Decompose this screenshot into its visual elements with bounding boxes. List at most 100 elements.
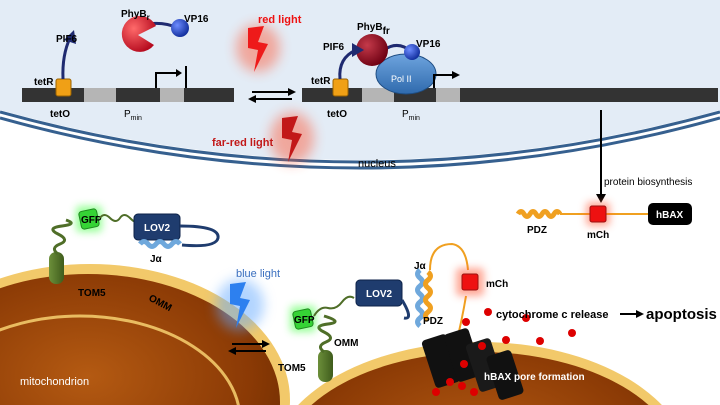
equilibrium-arrowhead-forward <box>288 88 296 96</box>
cytochrome-c-dot <box>478 342 486 350</box>
cytochrome-c-dot <box>568 329 576 337</box>
pmin-label-right: Pmin <box>402 109 420 122</box>
tetr-box-left <box>55 78 72 97</box>
tom5-linker-left <box>51 218 73 256</box>
mitochondrion-left: mitochondrion OMM <box>0 264 290 405</box>
apoptosis-label: apoptosis <box>646 306 717 323</box>
nucleus-region: nucleus <box>0 0 720 170</box>
tom5-icon-left <box>49 252 64 284</box>
promoter-arrow-right <box>433 74 454 88</box>
gfp-label-left: GFP <box>81 215 102 226</box>
gfp-lov2-linker-left <box>99 214 137 223</box>
pif6-arrow-left <box>64 30 76 44</box>
blue-arrowhead-back <box>228 347 236 355</box>
far-red-light-label: far-red light <box>212 137 273 149</box>
tetr-label-left: tetR <box>34 77 54 88</box>
omm-label-right: OMM <box>334 338 358 349</box>
nucleus-label: nucleus <box>358 158 396 170</box>
pif6-label-left: PIF6 <box>56 34 78 45</box>
pol2-label: Pol II <box>391 74 412 84</box>
lov2-label-right: LOV2 <box>366 289 393 300</box>
teto-label-left: tetO <box>50 109 70 120</box>
mch-label-right: mCh <box>486 279 508 290</box>
cytochrome-c-dot <box>458 382 466 390</box>
vp16-icon-bound <box>404 44 420 60</box>
teto-label-right: tetO <box>327 109 347 120</box>
pdz-mch-linker-top <box>429 242 469 271</box>
gfp-lov2-linker-right <box>313 295 355 317</box>
tetr-box-right <box>332 78 349 97</box>
lov2-loop-left <box>179 224 220 248</box>
protein-biosynthesis-label: protein biosynthesis <box>604 177 692 188</box>
dna-segment-light <box>436 88 460 102</box>
hbax-pore: hBAX pore formation <box>421 328 585 400</box>
cytochrome-c-dot <box>462 318 470 326</box>
red-light-label: red light <box>258 14 302 26</box>
hbax-label: hBAX <box>656 210 684 221</box>
blue-lightning-icon <box>230 282 250 328</box>
mito-matrix-left <box>0 274 280 405</box>
cytochrome-c-dot <box>502 336 510 344</box>
phybfr-label: PhyBfr <box>357 22 390 37</box>
fusion-protein: hBAX PDZ mCh <box>515 202 692 241</box>
nuclear-membrane-inner <box>0 116 720 170</box>
hbax-pore-subunit <box>421 334 461 388</box>
tom5-label-left: TOM5 <box>78 288 106 299</box>
blue-arrowhead-forward <box>262 340 270 348</box>
lov2-construct-lit: GFP LOV2 Jα mCh PDZ TOM5 <box>278 242 508 382</box>
nuclear-membrane-outer <box>0 110 720 164</box>
dna-segment-light <box>160 88 184 102</box>
promoter-arrow-left <box>155 72 178 88</box>
red-lightning-icon <box>248 26 268 72</box>
dna-left: PIF6 tetR tetO Pmin <box>22 30 234 122</box>
dna-strand-left <box>22 88 234 102</box>
gfp-icon-right <box>292 308 314 330</box>
vp16-icon-free <box>171 19 189 37</box>
pmin-label-left: Pmin <box>124 109 142 122</box>
biosynthesis-arrowhead <box>596 194 606 203</box>
phybr-vp16-complex: PhyBr VP16 <box>121 9 209 52</box>
dna-right: Pol II PhyBfr PIF6 VP16 tetR tetO Pmin <box>302 22 718 122</box>
cytochrome-c-dot <box>446 378 454 386</box>
pdz-label-right: PDZ <box>423 316 443 327</box>
lov2-construct-dark: GFP LOV2 Jα TOM5 <box>49 206 220 299</box>
mitochondrion-label: mitochondrion <box>20 376 89 388</box>
gfp-icon-left <box>78 208 100 230</box>
blue-light-label: blue light <box>236 268 280 280</box>
dna-segment-light <box>362 88 394 102</box>
tom5-linker-right <box>317 314 337 354</box>
jalpha-helix-right <box>415 268 425 328</box>
cytochrome-c-dot <box>460 360 468 368</box>
tom5-label-right: TOM5 <box>278 363 306 374</box>
cytochrome-c-release-label: cytochrome c release <box>496 309 609 321</box>
lov2-loop-right <box>400 299 410 320</box>
vp16-label-bound: VP16 <box>416 39 441 50</box>
pdz-coil <box>515 209 563 219</box>
tetr-label-right: tetR <box>311 76 331 87</box>
lov2-box-right <box>355 279 403 307</box>
blue-light-switch: blue light <box>216 268 280 355</box>
pif6-arrow-right <box>352 43 364 57</box>
cytochrome-c-dot <box>522 314 530 322</box>
gfp-label-right: GFP <box>294 315 315 326</box>
promoter-arrowhead-left <box>176 69 182 77</box>
cytochrome-c-dot <box>484 308 492 316</box>
apoptosis-arrowhead <box>636 310 644 318</box>
pdz-label-fusion: PDZ <box>527 225 547 236</box>
phybr-label: PhyBr <box>121 9 150 22</box>
jalpha-label-left: Jα <box>150 254 163 265</box>
phybfr-icon <box>356 34 388 66</box>
vp16-label-free: VP16 <box>184 14 209 25</box>
tom5-icon-right <box>318 350 333 382</box>
pif6-label-right: PIF6 <box>323 42 345 53</box>
lov2-label-left: LOV2 <box>144 223 171 234</box>
mch-icon-fusion <box>589 205 607 223</box>
cytochrome-c-dot <box>470 388 478 396</box>
equilibrium-arrowhead-back <box>248 95 256 103</box>
hbax-pore-subunit <box>486 350 524 400</box>
mch-label-fusion: mCh <box>587 230 609 241</box>
dna-segment-light <box>84 88 116 102</box>
phybr-icon <box>121 15 156 52</box>
far-red-lightning-icon <box>282 116 302 162</box>
